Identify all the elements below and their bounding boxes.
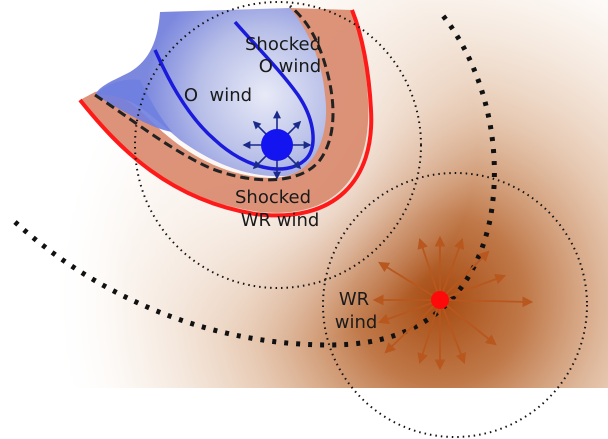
label-shocked-o-wind-line2: O wind bbox=[259, 56, 321, 77]
label-shocked-o-wind-line1: Shocked bbox=[245, 34, 321, 55]
o-star bbox=[261, 129, 293, 161]
label-wr-wind-line1: WR bbox=[339, 289, 369, 310]
label-shocked-wr-wind-line1: Shocked bbox=[235, 187, 311, 208]
shocked-wr-wind-region bbox=[80, 8, 369, 213]
orbit-arc-dotted bbox=[13, 10, 497, 348]
o-star-orbit-circle bbox=[134, 1, 422, 289]
contact-discontinuity-line bbox=[94, 4, 335, 182]
label-o-wind: O wind bbox=[184, 85, 252, 106]
wr-star-orbit-circle bbox=[322, 172, 588, 438]
o-wind-lobe bbox=[95, 79, 172, 132]
label-shocked-wr-wind-line2: WR wind bbox=[241, 210, 320, 231]
label-wr-wind-line2: wind bbox=[335, 312, 378, 333]
o-wind-shock-line bbox=[153, 20, 315, 171]
wr-wind-arrows bbox=[372, 235, 534, 371]
wr-star bbox=[431, 291, 449, 309]
wr-shock-front-line bbox=[78, 9, 374, 218]
